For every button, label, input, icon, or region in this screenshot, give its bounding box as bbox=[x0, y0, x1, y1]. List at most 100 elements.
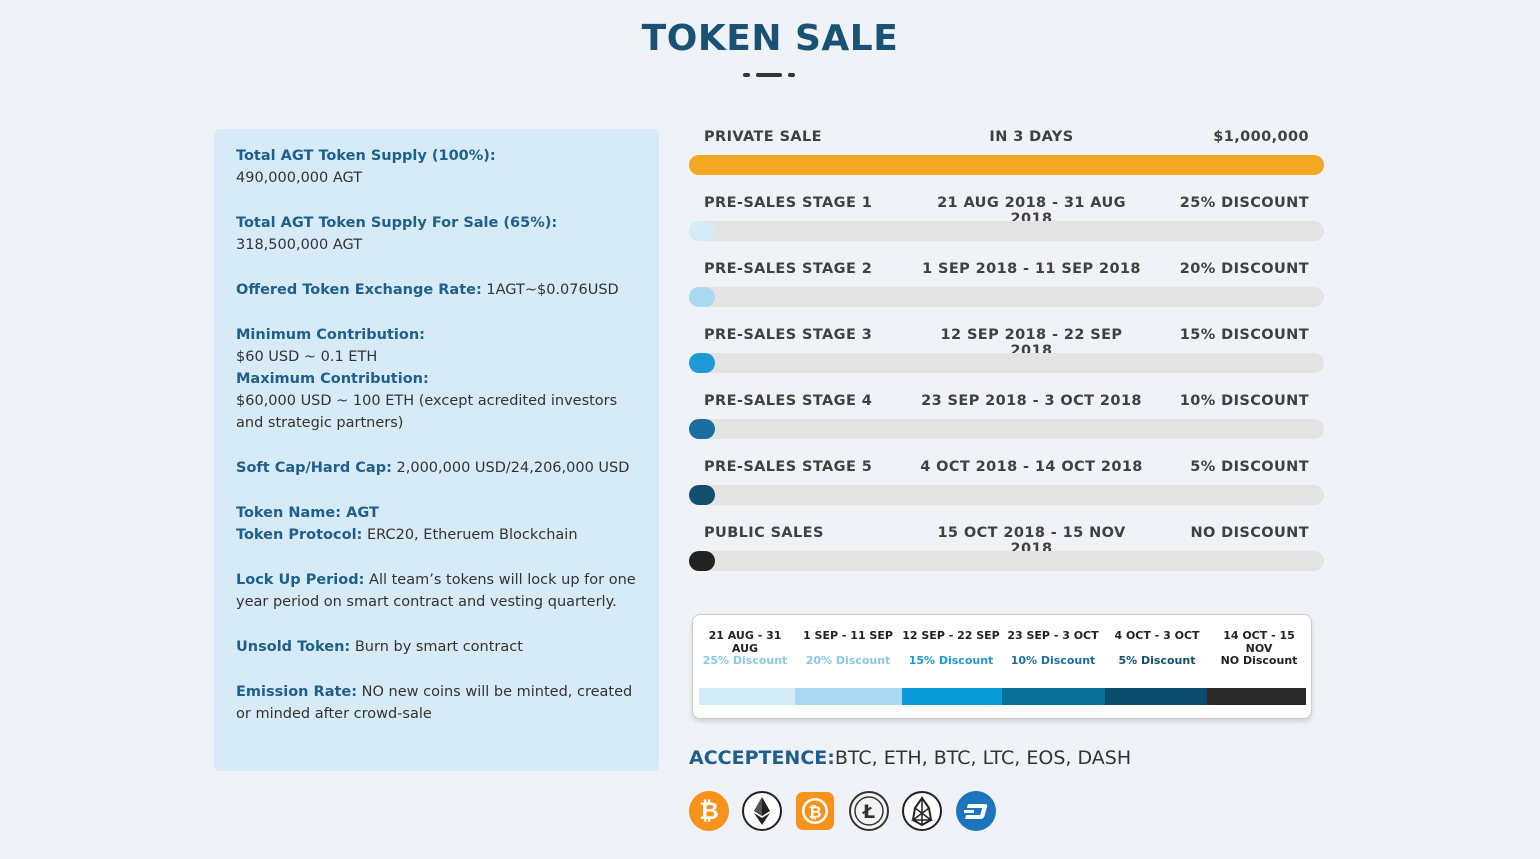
info-cap-label: Soft Cap/Hard Cap: bbox=[236, 460, 392, 476]
stage-progress-track bbox=[689, 419, 1324, 439]
timeline-column: 1 SEP - 11 SEP 20% Discount bbox=[795, 615, 901, 720]
stage-period: IN 3 DAYS bbox=[989, 129, 1074, 145]
svg-text:Ł: Ł bbox=[862, 801, 875, 823]
info-exchange: Offered Token Exchange Rate: 1AGT~$0.076… bbox=[236, 279, 637, 301]
info-min-label: Minimum Contribution: bbox=[236, 327, 425, 343]
info-emission-value: NO new coins will be minted, created or … bbox=[236, 684, 633, 722]
bitcoin-icon[interactable]: ₿ bbox=[689, 791, 729, 831]
stage-presale-3: PRE-SALES STAGE 3 12 SEP 2018 - 22 SEP 2… bbox=[689, 327, 1324, 373]
timeline-dates: 21 AUG - 31 AUG bbox=[708, 629, 782, 655]
stage-progress-marker bbox=[689, 221, 715, 241]
timeline-segment bbox=[1002, 688, 1105, 705]
info-supply-label: Total AGT Token Supply (100%): bbox=[236, 148, 496, 164]
info-min-value: $60 USD ~ 0.1 ETH bbox=[236, 349, 378, 365]
timeline-column: 14 OCT - 15 NOV NO Discount bbox=[1209, 615, 1309, 720]
stage-progress-marker bbox=[689, 485, 715, 505]
timeline-dates: 12 SEP - 22 SEP bbox=[902, 629, 1000, 642]
stage-progress-track bbox=[689, 155, 1324, 175]
stage-progress-track bbox=[689, 287, 1324, 307]
bitcoin-cash-icon[interactable]: ₿ bbox=[795, 791, 835, 831]
info-unsold: Unsold Token: Burn by smart contract bbox=[236, 636, 637, 658]
info-max-value: $60,000 USD ~ 100 ETH (except acredited … bbox=[236, 393, 618, 431]
stage-period: 4 OCT 2018 - 14 OCT 2018 bbox=[920, 459, 1143, 475]
info-exchange-value: 1AGT~$0.076USD bbox=[481, 282, 619, 298]
timeline-segment bbox=[1105, 688, 1207, 705]
stage-name: PRE-SALES STAGE 1 bbox=[704, 195, 873, 211]
dash-icon[interactable] bbox=[956, 791, 996, 831]
info-cap: Soft Cap/Hard Cap: 2,000,000 USD/24,206,… bbox=[236, 457, 637, 479]
timeline-discount: 5% Discount bbox=[1118, 654, 1196, 667]
stage-progress-marker bbox=[689, 287, 715, 307]
info-lockup: Lock Up Period: All team’s tokens will l… bbox=[236, 569, 637, 613]
stage-progress-track bbox=[689, 551, 1324, 571]
stage-period: 1 SEP 2018 - 11 SEP 2018 bbox=[922, 261, 1141, 277]
stage-name: PRE-SALES STAGE 3 bbox=[704, 327, 873, 343]
stage-name: PRE-SALES STAGE 5 bbox=[704, 459, 873, 475]
timeline-discount: 10% Discount bbox=[1010, 654, 1096, 667]
info-token: Token Name: AGT Token Protocol: ERC20, E… bbox=[236, 502, 637, 546]
info-emission: Emission Rate: NO new coins will be mint… bbox=[236, 681, 637, 725]
info-protocol-value: ERC20, Etheruem Blockchain bbox=[362, 527, 578, 543]
timeline-column: 23 SEP - 3 OCT 10% Discount bbox=[1001, 615, 1105, 720]
timeline-segment bbox=[795, 688, 902, 705]
stage-detail: 20% DISCOUNT bbox=[1179, 261, 1309, 277]
stage-presale-1: PRE-SALES STAGE 1 21 AUG 2018 - 31 AUG 2… bbox=[689, 195, 1324, 241]
timeline-discount: 15% Discount bbox=[908, 654, 994, 667]
acceptance-value: BTC, ETH, BTC, LTC, EOS, DASH bbox=[834, 747, 1132, 769]
timeline-segment bbox=[902, 688, 1002, 705]
stage-detail: $1,000,000 bbox=[1213, 129, 1309, 145]
title-divider bbox=[743, 73, 795, 77]
info-sale-supply-label: Total AGT Token Supply For Sale (65%): bbox=[236, 215, 558, 231]
timeline-discount: NO Discount bbox=[1220, 654, 1298, 667]
ethereum-icon[interactable] bbox=[742, 791, 782, 831]
timeline-discount: 20% Discount bbox=[805, 654, 891, 667]
stage-detail: 10% DISCOUNT bbox=[1179, 393, 1309, 409]
timeline-discount: 25% Discount bbox=[702, 654, 788, 667]
timeline-segment bbox=[699, 688, 795, 705]
info-unsold-value: Burn by smart contract bbox=[350, 639, 523, 655]
info-cap-value: 2,000,000 USD/24,206,000 USD bbox=[391, 460, 630, 476]
stage-name: PUBLIC SALES bbox=[704, 525, 824, 541]
info-exchange-label: Offered Token Exchange Rate: bbox=[236, 282, 482, 298]
stage-presale-4: PRE-SALES STAGE 4 23 SEP 2018 - 3 OCT 20… bbox=[689, 393, 1324, 439]
discount-timeline-card: 21 AUG - 31 AUG 25% Discount 1 SEP - 11 … bbox=[692, 614, 1312, 719]
info-lockup-value: All team’s tokens will lock up for one y… bbox=[236, 572, 636, 610]
stage-progress-track bbox=[689, 353, 1324, 373]
page-title: TOKEN SALE bbox=[641, 18, 899, 59]
info-emission-label: Emission Rate: bbox=[236, 684, 358, 700]
info-contribution: Minimum Contribution: $60 USD ~ 0.1 ETH … bbox=[236, 324, 637, 434]
acceptance-label: ACCEPTENCE: bbox=[689, 747, 835, 769]
stage-detail: 25% DISCOUNT bbox=[1179, 195, 1309, 211]
timeline-segment bbox=[1207, 688, 1306, 705]
info-supply: Total AGT Token Supply (100%): 490,000,0… bbox=[236, 145, 637, 189]
info-sale-supply: Total AGT Token Supply For Sale (65%): 3… bbox=[236, 212, 637, 256]
timeline-column: 12 SEP - 22 SEP 15% Discount bbox=[901, 615, 1001, 720]
stage-progress-marker bbox=[689, 419, 715, 439]
info-supply-value: 490,000,000 AGT bbox=[236, 170, 363, 186]
info-protocol-label: Token Protocol: bbox=[236, 527, 363, 543]
info-max-label: Maximum Contribution: bbox=[236, 371, 429, 387]
timeline-dates: 23 SEP - 3 OCT bbox=[1007, 629, 1099, 642]
stage-progress-marker bbox=[689, 551, 715, 571]
stage-progress-marker bbox=[689, 353, 715, 373]
stage-period: 23 SEP 2018 - 3 OCT 2018 bbox=[921, 393, 1142, 409]
stage-detail: NO DISCOUNT bbox=[1190, 525, 1309, 541]
stage-progress-fill bbox=[689, 155, 1324, 175]
timeline-dates: 4 OCT - 3 OCT bbox=[1114, 629, 1200, 642]
stage-detail: 5% DISCOUNT bbox=[1190, 459, 1309, 475]
svg-text:₿: ₿ bbox=[699, 797, 719, 825]
stage-detail: 15% DISCOUNT bbox=[1179, 327, 1309, 343]
info-lockup-label: Lock Up Period: bbox=[236, 572, 365, 588]
stage-public-sales: PUBLIC SALES 15 OCT 2018 - 15 NOV 2018 N… bbox=[689, 525, 1324, 571]
litecoin-icon[interactable]: Ł bbox=[849, 791, 889, 831]
svg-text:₿: ₿ bbox=[808, 803, 821, 822]
timeline-column: 21 AUG - 31 AUG 25% Discount bbox=[695, 615, 795, 720]
stage-presale-2: PRE-SALES STAGE 2 1 SEP 2018 - 11 SEP 20… bbox=[689, 261, 1324, 307]
timeline-column: 4 OCT - 3 OCT 5% Discount bbox=[1105, 615, 1209, 720]
timeline-dates: 1 SEP - 11 SEP bbox=[803, 629, 893, 642]
stage-progress-track bbox=[689, 485, 1324, 505]
timeline-dates: 14 OCT - 15 NOV bbox=[1223, 629, 1295, 655]
stage-private-sale: PRIVATE SALE IN 3 DAYS $1,000,000 bbox=[689, 129, 1324, 175]
info-token-name: Token Name: AGT bbox=[236, 505, 379, 521]
eos-icon[interactable] bbox=[902, 791, 942, 831]
